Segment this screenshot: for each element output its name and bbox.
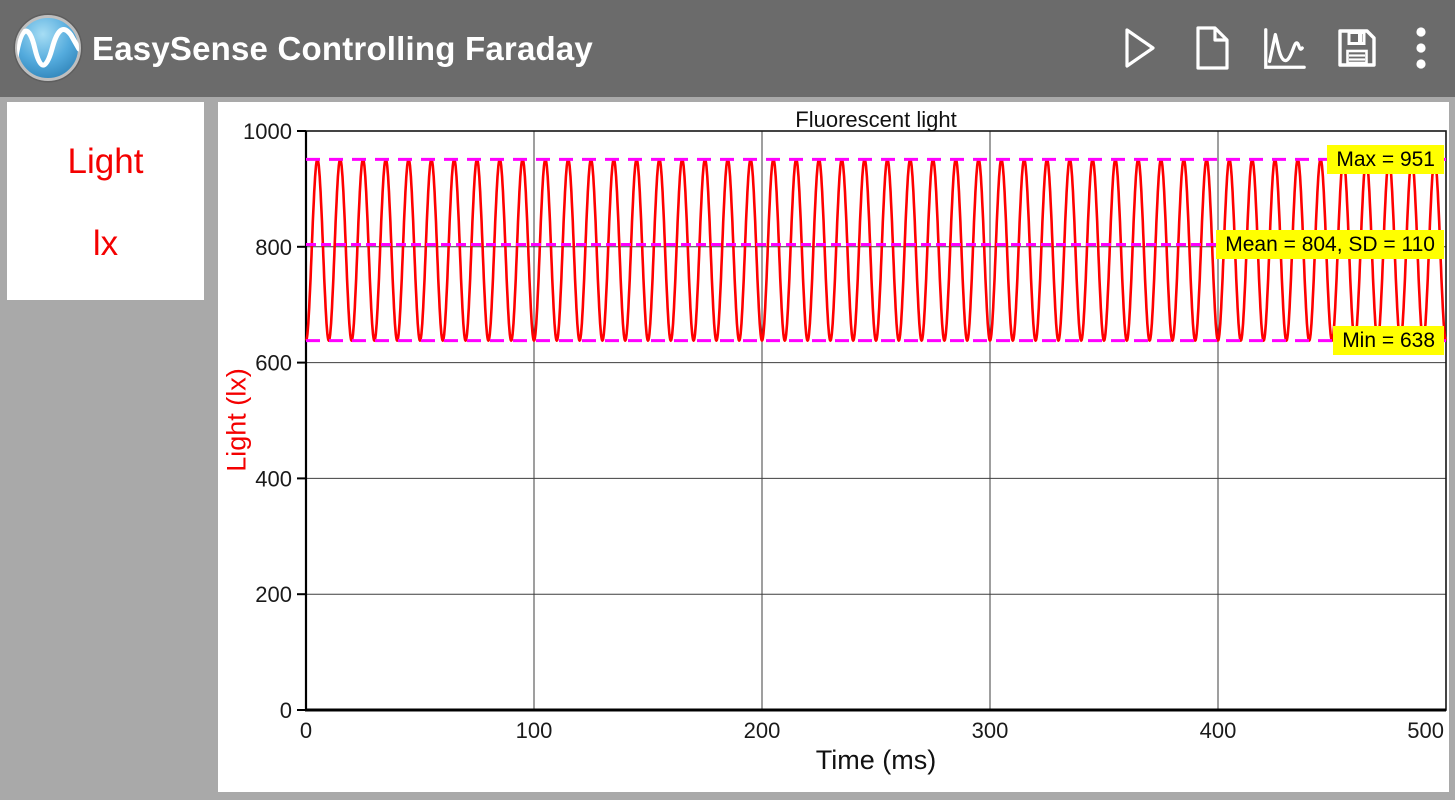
new-file-icon <box>1196 26 1229 70</box>
overflow-menu-button[interactable] <box>1399 22 1443 74</box>
sensor-card-light[interactable]: Light lx <box>7 102 204 300</box>
y-tick-label: 0 <box>280 698 292 723</box>
overflow-menu-icon <box>1416 27 1426 69</box>
new-file-button[interactable] <box>1188 22 1236 74</box>
x-axis-title: Time (ms) <box>815 745 937 775</box>
y-tick-label: 1000 <box>243 119 292 144</box>
play-button[interactable] <box>1116 22 1164 74</box>
sensor-unit: lx <box>92 224 119 263</box>
stat-label-max: Max = 951 <box>1327 144 1444 174</box>
y-tick-label: 800 <box>255 235 292 260</box>
stat-label-mean: Mean = 804, SD = 110 <box>1216 229 1444 259</box>
chart-plot-area[interactable]: 0 200 400 600 800 1000 0 100 200 300 400 500 <box>218 102 1449 792</box>
x-tick-label: 500 <box>1407 718 1444 743</box>
save-icon <box>1338 29 1376 67</box>
x-tick-label: 200 <box>744 718 781 743</box>
y-tick-label: 400 <box>255 466 292 491</box>
y-axis-title: Light (lx) <box>221 368 252 472</box>
app-toolbar: EasySense Controlling Faraday <box>0 0 1455 97</box>
y-tick-label: 600 <box>255 351 292 376</box>
app-title: EasySense Controlling Faraday <box>92 30 593 67</box>
graph-icon <box>1264 28 1306 69</box>
sensor-name: Light <box>67 142 144 181</box>
app-logo-icon <box>11 11 85 85</box>
x-tick-label: 300 <box>972 718 1009 743</box>
x-tick-label: 0 <box>300 718 312 743</box>
light-trace <box>304 158 1448 342</box>
chart-panel: 0 200 400 600 800 1000 0 100 200 300 400 500 Fluore… <box>218 102 1449 792</box>
graph-options-button[interactable] <box>1260 22 1308 74</box>
x-tick-label: 400 <box>1200 718 1237 743</box>
chart-title: Fluorescent light <box>795 107 957 132</box>
play-icon <box>1125 28 1155 68</box>
x-tick-label: 100 <box>516 718 553 743</box>
y-tick-label: 200 <box>255 582 292 607</box>
save-button[interactable] <box>1333 22 1381 74</box>
stat-label-min: Min = 638 <box>1333 326 1444 356</box>
